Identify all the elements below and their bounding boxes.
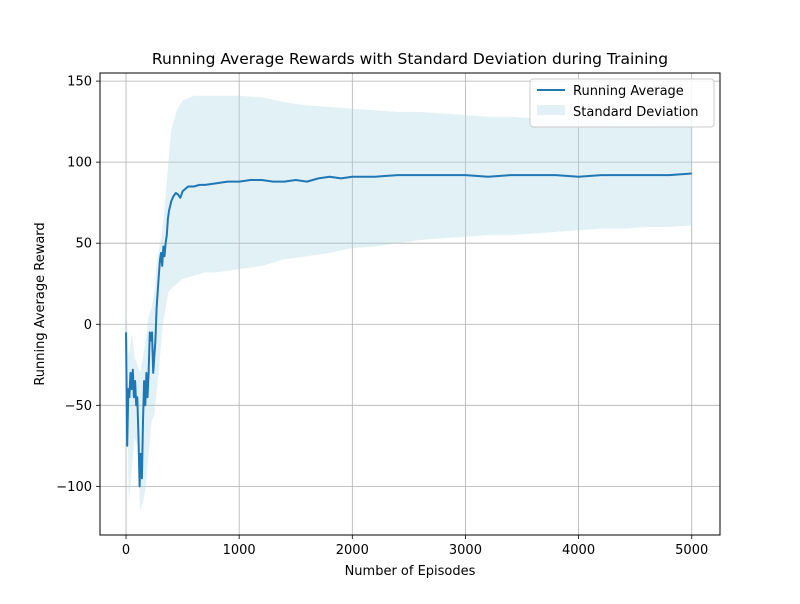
grid-lines: [100, 73, 720, 535]
legend-label-standard-deviation: Standard Deviation: [573, 105, 698, 120]
x-tick-label: 1000: [223, 543, 256, 558]
y-tick-label: 50: [75, 237, 92, 252]
y-tick-label: 150: [67, 75, 92, 90]
x-tick-label: 0: [122, 543, 130, 558]
x-tick-label: 5000: [675, 543, 708, 558]
x-tick-label: 4000: [562, 543, 595, 558]
y-axis-ticks: −100 −50 0 50 100 150: [56, 75, 100, 495]
x-axis-label: Number of Episodes: [345, 564, 476, 579]
y-axis-label: Running Average Reward: [33, 222, 48, 385]
legend: Running Average Standard Deviation: [529, 78, 715, 128]
y-tick-label: 100: [67, 156, 92, 171]
y-tick-label: −100: [56, 480, 92, 495]
legend-box: [529, 78, 715, 128]
std-deviation-band: [126, 95, 692, 511]
x-tick-label: 2000: [336, 543, 369, 558]
plot-area: [125, 95, 692, 511]
x-axis-ticks: 0 1000 2000 3000 4000 5000: [122, 535, 708, 558]
chart-title: Running Average Rewards with Standard De…: [152, 50, 668, 68]
running-average-line: [125, 172, 692, 488]
y-tick-label: 0: [84, 318, 92, 333]
plot-frame: [99, 72, 721, 536]
x-tick-label: 3000: [449, 543, 482, 558]
y-tick-label: −50: [65, 399, 92, 414]
legend-band-swatch: [537, 105, 565, 115]
legend-label-running-average: Running Average: [573, 84, 684, 99]
